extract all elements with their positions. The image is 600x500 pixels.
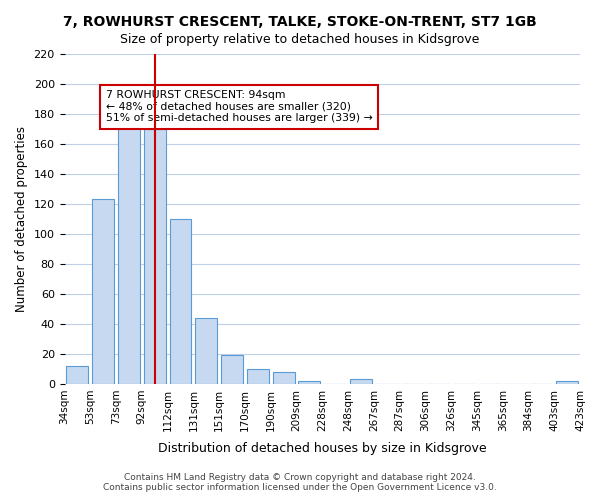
Bar <box>350 380 372 384</box>
Text: 7 ROWHURST CRESCENT: 94sqm
← 48% of detached houses are smaller (320)
51% of sem: 7 ROWHURST CRESCENT: 94sqm ← 48% of deta… <box>106 90 373 124</box>
Bar <box>118 120 140 384</box>
Bar <box>196 318 217 384</box>
Bar <box>247 369 269 384</box>
Text: Contains HM Land Registry data © Crown copyright and database right 2024.
Contai: Contains HM Land Registry data © Crown c… <box>103 473 497 492</box>
Bar <box>221 356 243 384</box>
X-axis label: Distribution of detached houses by size in Kidsgrove: Distribution of detached houses by size … <box>158 442 487 455</box>
Y-axis label: Number of detached properties: Number of detached properties <box>15 126 28 312</box>
Bar <box>170 219 191 384</box>
Bar <box>92 200 114 384</box>
Bar <box>556 381 578 384</box>
Bar <box>67 366 88 384</box>
Bar <box>272 372 295 384</box>
Bar <box>298 381 320 384</box>
Text: Size of property relative to detached houses in Kidsgrove: Size of property relative to detached ho… <box>121 32 479 46</box>
Bar <box>144 129 166 384</box>
Text: 7, ROWHURST CRESCENT, TALKE, STOKE-ON-TRENT, ST7 1GB: 7, ROWHURST CRESCENT, TALKE, STOKE-ON-TR… <box>63 15 537 29</box>
